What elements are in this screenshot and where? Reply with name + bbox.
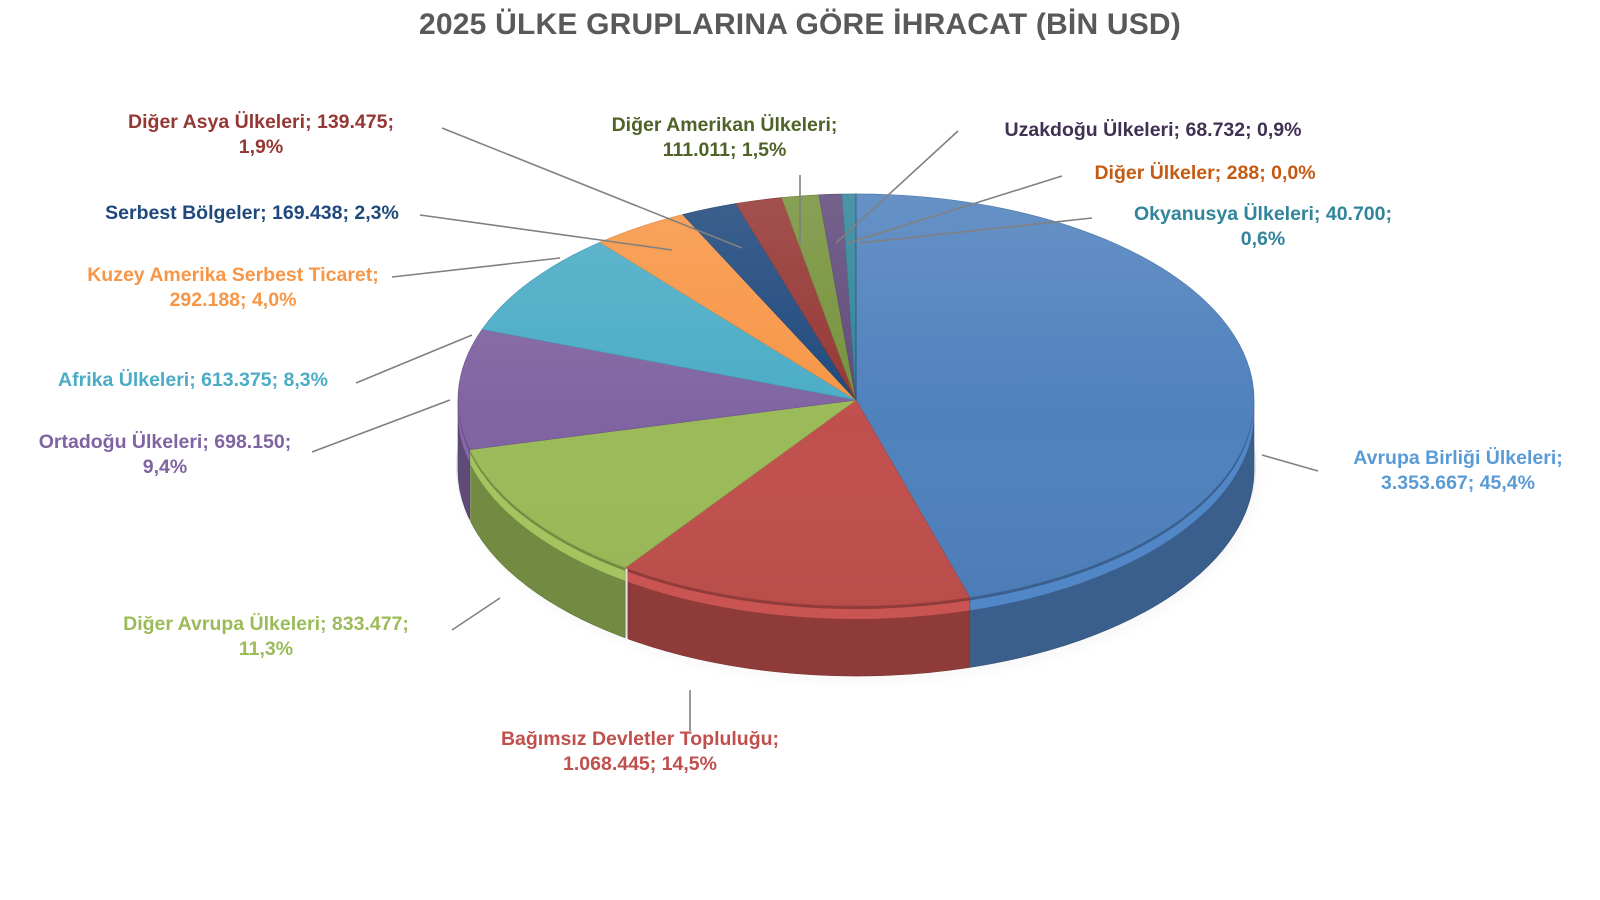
leader-line bbox=[355, 334, 473, 384]
leader-line bbox=[391, 257, 561, 278]
data-label-uzakdogu: Uzakdoğu Ülkeleri; 68.732; 0,9% bbox=[1004, 119, 1302, 141]
pie-3d-body bbox=[457, 193, 1255, 677]
leader-line bbox=[311, 399, 451, 453]
leader-line bbox=[1261, 454, 1319, 472]
leader-line bbox=[441, 127, 743, 249]
data-label-diger-ulkeler: Diğer Ülkeler; 288; 0,0% bbox=[1094, 162, 1316, 184]
leader-line bbox=[835, 130, 959, 244]
data-label-ortadogu: Ortadoğu Ülkeleri; 698.150; 9,4% bbox=[38, 431, 292, 478]
data-label-serbest-bolgeler: Serbest Bölgeler; 169.438; 2,3% bbox=[105, 202, 399, 224]
leader-line bbox=[451, 597, 501, 631]
leader-line bbox=[419, 214, 673, 251]
data-label-avrupa-birligi: Avrupa Birliği Ülkeleri; 3.353.667; 45,4… bbox=[1353, 447, 1563, 494]
data-label-kuzey-amerika: Kuzey Amerika Serbest Ticaret; 292.188; … bbox=[87, 264, 379, 311]
data-label-bagimsiz-devletler: Bağımsız Devletler Topluluğu; 1.068.445;… bbox=[500, 728, 780, 775]
data-label-afrika: Afrika Ülkeleri; 613.375; 8,3% bbox=[58, 369, 328, 391]
data-label-diger-asya: Diğer Asya Ülkeleri; 139.475; 1,9% bbox=[128, 111, 394, 158]
leader-line bbox=[847, 175, 1063, 244]
chart-title: 2025 ÜLKE GRUPLARINA GÖRE İHRACAT (BİN U… bbox=[419, 8, 1181, 41]
leader-lines bbox=[311, 127, 1319, 731]
data-label-diger-amerikan: Diğer Amerikan Ülkeleri; 111.011; 1,5% bbox=[611, 114, 838, 161]
data-label-diger-avrupa: Diğer Avrupa Ülkeleri; 833.477; 11,3% bbox=[123, 613, 409, 660]
leader-line bbox=[859, 217, 1093, 244]
data-label-okyanusya: Okyanusya Ülkeleri; 40.700; 0,6% bbox=[1134, 203, 1392, 250]
